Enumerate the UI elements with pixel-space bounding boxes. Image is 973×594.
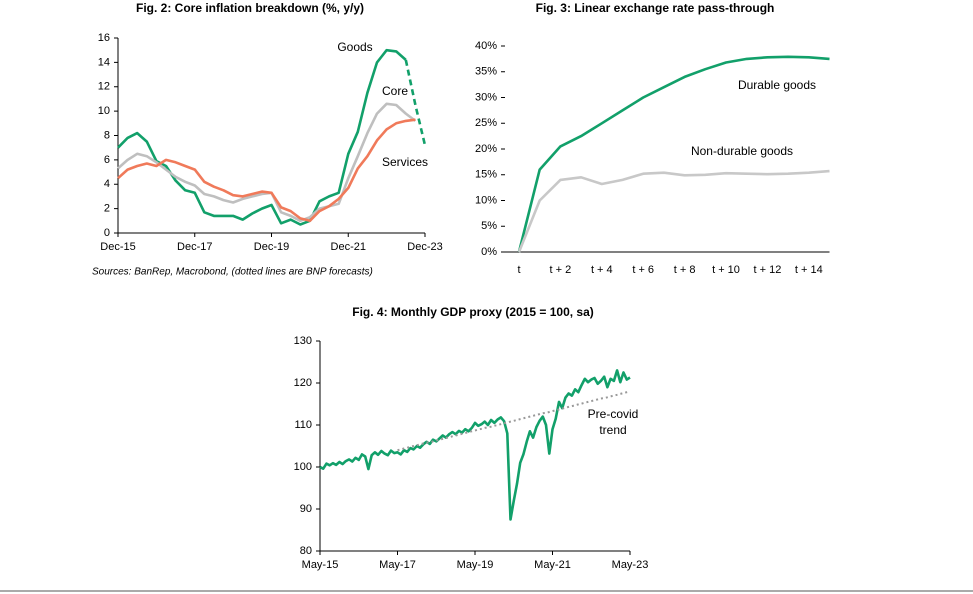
chart-title: Fig. 3: Linear exchange rate pass-throug…	[536, 1, 775, 15]
y-tick-label: 110	[294, 419, 312, 431]
series-line	[517, 169, 830, 253]
x-tick-label: Dec-23	[407, 241, 442, 253]
x-tick-label: Dec-19	[254, 241, 289, 253]
chart-title: Fig. 4: Monthly GDP proxy (2015 = 100, s…	[352, 305, 594, 319]
x-tick-label: May-17	[379, 559, 416, 571]
y-tick-label: 2	[104, 203, 110, 215]
series-label: Services	[382, 155, 428, 169]
x-tick-label: t + 2	[550, 264, 572, 276]
y-tick-label: 8	[104, 129, 110, 141]
series-label: Goods	[337, 40, 372, 54]
y-tick-label: 40%	[475, 40, 497, 52]
y-tick-label: 100	[294, 461, 312, 473]
y-tick-label: 5%	[481, 220, 497, 232]
x-tick-label: May-15	[302, 559, 339, 571]
y-tick-label: 25%	[475, 117, 497, 129]
y-tick-label: 35%	[475, 66, 497, 78]
x-tick-label: t + 6	[632, 264, 654, 276]
chart-title: Fig. 2: Core inflation breakdown (%, y/y…	[136, 1, 364, 15]
x-tick-label: t	[517, 264, 520, 276]
y-tick-label: 80	[300, 545, 312, 557]
y-tick-label: 15%	[475, 169, 497, 181]
y-tick-label: 6	[104, 154, 110, 166]
series-label: Durable goods	[738, 78, 816, 92]
series-line	[517, 55, 830, 253]
y-tick-label: 130	[294, 335, 312, 347]
series-line	[117, 118, 416, 223]
x-tick-label: t + 8	[674, 264, 696, 276]
y-tick-label: 14	[98, 56, 110, 68]
y-tick-label: 4	[104, 178, 110, 190]
series-label: Pre-covid trend	[588, 407, 639, 437]
series-line	[404, 59, 427, 146]
x-tick-label: t + 4	[591, 264, 613, 276]
x-tick-label: t + 10	[712, 264, 740, 276]
y-tick-label: 20%	[475, 143, 497, 155]
series-line	[319, 369, 631, 521]
y-tick-label: 90	[300, 503, 312, 515]
y-tick-label: 30%	[475, 91, 497, 103]
y-tick-label: 0	[104, 227, 110, 239]
y-tick-label: 16	[98, 32, 110, 44]
x-tick-label: May-21	[534, 559, 571, 571]
series-line	[397, 390, 631, 452]
x-tick-label: May-23	[612, 559, 649, 571]
x-tick-label: Dec-21	[331, 241, 366, 253]
y-tick-label: 10	[98, 105, 110, 117]
series-label: Core	[382, 84, 408, 98]
y-tick-label: 10%	[475, 194, 497, 206]
x-tick-label: Dec-15	[100, 241, 135, 253]
x-tick-label: Dec-17	[177, 241, 212, 253]
y-tick-label: 0%	[481, 246, 497, 258]
y-tick-label: 12	[98, 81, 110, 93]
chart-source: Sources: BanRep, Macrobond, (dotted line…	[92, 267, 373, 278]
series-line	[117, 48, 407, 226]
series-label: Non-durable goods	[691, 144, 793, 158]
x-tick-label: t + 12	[753, 264, 781, 276]
y-tick-label: 120	[294, 377, 312, 389]
x-tick-label: May-19	[457, 559, 494, 571]
x-tick-label: t + 14	[795, 264, 823, 276]
